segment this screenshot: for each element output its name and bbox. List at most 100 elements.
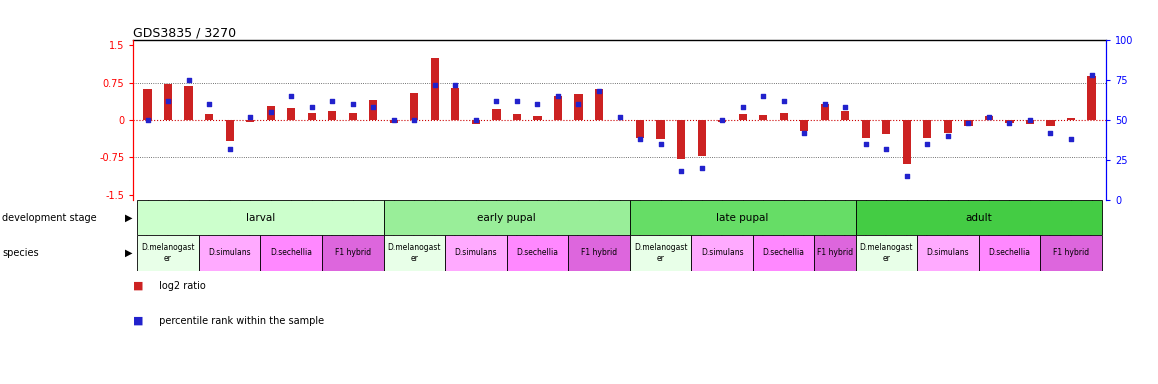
Bar <box>369 100 378 120</box>
Text: species: species <box>2 248 39 258</box>
Point <box>775 98 793 104</box>
Text: development stage: development stage <box>2 213 97 223</box>
Point <box>610 114 629 120</box>
Bar <box>636 120 644 137</box>
Bar <box>328 111 336 120</box>
Point <box>488 98 506 104</box>
Point <box>241 114 259 120</box>
Point <box>836 104 855 110</box>
Bar <box>287 108 295 120</box>
Point <box>549 93 567 99</box>
Text: GDS3835 / 3270: GDS3835 / 3270 <box>133 26 236 39</box>
FancyBboxPatch shape <box>753 235 814 271</box>
Point <box>672 168 690 174</box>
Bar <box>965 120 973 126</box>
Point <box>426 82 445 88</box>
Point <box>733 104 752 110</box>
Bar <box>697 120 705 156</box>
FancyBboxPatch shape <box>383 235 445 271</box>
Bar <box>821 104 829 120</box>
Bar <box>144 89 152 120</box>
Bar <box>718 120 726 122</box>
Point <box>959 120 977 126</box>
Point <box>631 136 650 142</box>
Bar <box>923 120 931 137</box>
Bar <box>1067 118 1075 120</box>
FancyBboxPatch shape <box>630 235 691 271</box>
Text: D.simulans: D.simulans <box>455 248 497 258</box>
Text: log2 ratio: log2 ratio <box>156 281 206 291</box>
Point <box>1020 117 1039 123</box>
Point <box>1062 136 1080 142</box>
Bar <box>205 114 213 120</box>
FancyBboxPatch shape <box>691 235 753 271</box>
Text: early pupal: early pupal <box>477 213 536 223</box>
Bar <box>349 113 357 120</box>
Bar <box>779 113 787 120</box>
Point <box>323 98 342 104</box>
Bar <box>471 120 479 124</box>
Point <box>507 98 526 104</box>
Text: F1 hybrid: F1 hybrid <box>581 248 617 258</box>
Point <box>1001 120 1019 126</box>
Bar <box>862 120 870 137</box>
FancyBboxPatch shape <box>322 235 383 271</box>
FancyBboxPatch shape <box>383 200 630 235</box>
FancyBboxPatch shape <box>507 235 569 271</box>
Point <box>220 146 239 152</box>
Text: ▶: ▶ <box>125 213 132 223</box>
Point <box>405 117 424 123</box>
Bar <box>1005 120 1013 122</box>
Bar <box>1087 76 1095 120</box>
Text: D.melanogast
er: D.melanogast er <box>388 243 441 263</box>
Bar <box>574 94 582 120</box>
Text: F1 hybrid: F1 hybrid <box>816 248 853 258</box>
Text: D.sechellia: D.sechellia <box>763 248 805 258</box>
Point <box>918 141 937 147</box>
Bar <box>513 114 521 120</box>
Point <box>1083 72 1101 78</box>
Text: F1 hybrid: F1 hybrid <box>1053 248 1089 258</box>
Bar <box>308 113 316 120</box>
FancyBboxPatch shape <box>569 235 630 271</box>
Bar <box>760 115 768 120</box>
Point <box>980 114 998 120</box>
Bar <box>226 120 234 141</box>
Point <box>692 165 711 171</box>
Bar <box>657 120 665 139</box>
Bar <box>431 58 439 120</box>
Point <box>794 130 813 136</box>
Text: D.simulans: D.simulans <box>701 248 743 258</box>
Text: D.melanogast
er: D.melanogast er <box>633 243 688 263</box>
Point <box>364 104 382 110</box>
Text: D.simulans: D.simulans <box>208 248 251 258</box>
FancyBboxPatch shape <box>917 235 979 271</box>
Point <box>897 173 916 179</box>
Point <box>200 101 219 107</box>
Point <box>138 117 156 123</box>
Bar <box>841 111 849 120</box>
FancyBboxPatch shape <box>814 235 856 271</box>
Bar <box>245 120 255 122</box>
Point <box>1041 130 1060 136</box>
FancyBboxPatch shape <box>199 235 261 271</box>
Point <box>179 77 198 83</box>
Point <box>651 141 669 147</box>
FancyBboxPatch shape <box>261 235 322 271</box>
Text: ■: ■ <box>133 281 144 291</box>
Bar <box>984 116 994 120</box>
Text: percentile rank within the sample: percentile rank within the sample <box>156 316 324 326</box>
Bar <box>677 120 686 159</box>
Bar <box>800 120 808 131</box>
FancyBboxPatch shape <box>445 235 507 271</box>
Bar <box>595 89 603 120</box>
Bar <box>739 114 747 120</box>
Bar <box>184 86 192 120</box>
Bar <box>1026 120 1034 124</box>
Text: larval: larval <box>245 213 276 223</box>
Point <box>857 141 875 147</box>
Bar <box>390 120 398 122</box>
Text: ■: ■ <box>133 316 144 326</box>
Point <box>570 101 588 107</box>
Text: D.melanogast
er: D.melanogast er <box>859 243 913 263</box>
